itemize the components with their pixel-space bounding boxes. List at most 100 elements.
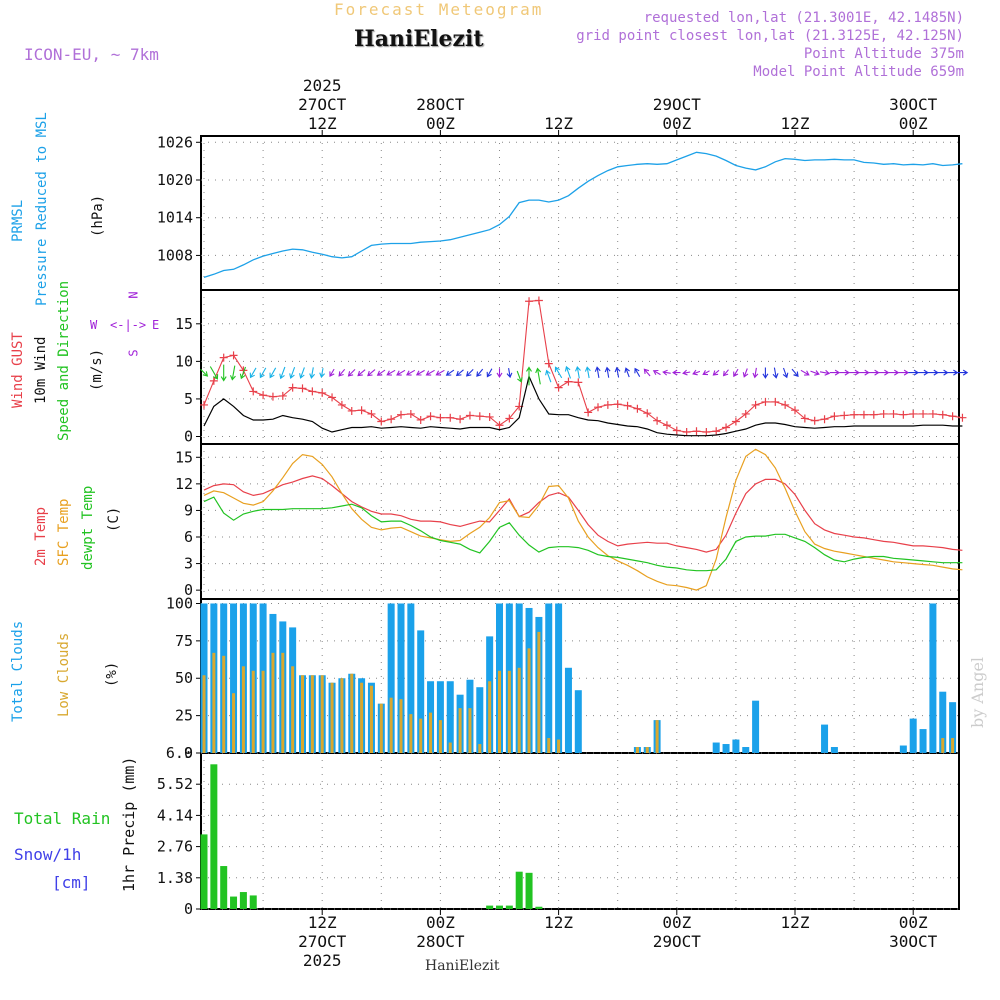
- low-clouds-bar: [951, 738, 955, 753]
- wind-gust-line: [203, 299, 963, 433]
- low-clouds-bar: [941, 738, 945, 753]
- low-clouds-bar: [251, 670, 255, 753]
- wind-arrow: [486, 368, 493, 378]
- dewpt-line: [203, 496, 963, 572]
- wind-arrow: [279, 366, 286, 380]
- wind-arrow: [347, 369, 356, 377]
- wind-gust-marker: [268, 392, 277, 401]
- low-clouds-bar: [232, 693, 236, 753]
- wind-gust-marker: [603, 400, 612, 409]
- wind-arrow: [220, 364, 227, 382]
- wind-gust-marker: [278, 391, 287, 400]
- low-clouds-bar: [202, 675, 206, 753]
- time-tick-top: 30OCT 00Z: [889, 95, 938, 133]
- wind-gust-marker: [859, 410, 868, 419]
- wind-gust-marker: [731, 417, 740, 426]
- wind-gust-marker: [397, 410, 405, 419]
- wind-arrow: [682, 369, 691, 376]
- wind-gust-marker: [416, 415, 425, 424]
- footer-location: HaniElezit: [425, 958, 500, 974]
- wind-arrow: [376, 369, 386, 376]
- low-clouds-bar: [438, 720, 442, 753]
- time-tick-bottom: 12Z 27OCT 2025: [298, 913, 347, 970]
- total-clouds-bar: [230, 603, 238, 753]
- wind-gust-marker: [899, 410, 908, 419]
- compass-west: W: [90, 318, 98, 332]
- wind-gust-marker: [406, 409, 415, 418]
- y-tick-label: 1020: [157, 171, 193, 189]
- low-clouds-bar: [281, 652, 285, 753]
- wind-10m-line: [203, 374, 963, 437]
- wind-arrow: [908, 369, 920, 376]
- y-tick-label: 15: [175, 448, 193, 466]
- wind-gust-marker: [347, 406, 356, 415]
- precip-bar: [515, 871, 523, 909]
- wind-gust-marker: [879, 409, 888, 418]
- wind-arrow: [918, 369, 929, 376]
- wind-arrow: [415, 369, 425, 376]
- total-clouds-bar: [939, 691, 947, 753]
- wind-gust-marker: [574, 378, 583, 387]
- low-clouds-bar: [399, 699, 403, 753]
- wind-arrow: [733, 368, 739, 378]
- y-tick-label: 15: [175, 315, 193, 333]
- wind-arrow: [239, 366, 247, 380]
- precip-bar: [505, 905, 513, 909]
- wind-arrow: [465, 369, 474, 377]
- wind-arrow: [584, 366, 591, 379]
- low-clouds-bar: [537, 631, 541, 753]
- wind-gust-marker: [800, 414, 809, 423]
- wind-arrow: [614, 366, 621, 378]
- low-clouds-bar: [389, 697, 393, 753]
- time-tick-top: 28OCT 00Z: [416, 95, 465, 133]
- wind-arrow: [662, 369, 671, 376]
- total-rain-label: Total Rain: [14, 809, 111, 828]
- wind-arrow: [249, 367, 257, 379]
- wind-arrow: [712, 369, 720, 376]
- wind-gust-marker: [781, 400, 790, 409]
- wind-arrow: [869, 369, 880, 376]
- wind-gust-marker: [367, 409, 376, 418]
- wind-gust-marker: [426, 412, 435, 421]
- wind-arrow: [692, 369, 701, 376]
- wind-arrow: [386, 369, 396, 376]
- low-clouds-bar: [330, 682, 334, 753]
- wind-arrow: [259, 367, 267, 379]
- wind-gust-marker: [288, 383, 297, 392]
- wind-arrow: [564, 365, 572, 379]
- wind-arrow: [526, 366, 532, 386]
- low-clouds-bar: [429, 712, 433, 753]
- model-name: ICON-EU, ~ 7km: [24, 45, 159, 64]
- wind-gust-marker: [919, 409, 928, 418]
- wind-arrow: [772, 367, 779, 379]
- compass-legend: W <-|-> E N S: [90, 288, 170, 363]
- wind-arrow: [445, 369, 455, 376]
- total-clouds-bar: [564, 667, 572, 753]
- y-tick-label: 10: [175, 352, 193, 370]
- wind-arrow: [396, 369, 406, 376]
- wind-gust-marker: [259, 391, 268, 400]
- time-tick-bottom: 12Z: [544, 913, 574, 932]
- wind-arrow: [435, 369, 445, 376]
- wind-arrow: [702, 370, 710, 376]
- wind-gust-marker: [318, 388, 327, 397]
- wind-arrow: [506, 368, 513, 379]
- wind-arrow: [269, 367, 277, 379]
- low-clouds-bar: [517, 667, 521, 753]
- precip-bar: [525, 872, 533, 909]
- wind-gust-marker: [387, 415, 396, 424]
- wind-arrow: [898, 369, 910, 376]
- wind-arrow: [722, 369, 729, 377]
- y-tick-label: 4.14: [157, 806, 193, 824]
- low-clouds-bar: [557, 739, 561, 753]
- y-tick-label: 75: [175, 632, 193, 650]
- model-altitude: Model Point Altitude 659m: [753, 64, 964, 80]
- time-tick-bottom: 00Z 30OCT: [889, 913, 938, 951]
- y-tick-label: 100: [166, 594, 193, 612]
- wind-arrow: [229, 365, 236, 381]
- total-clouds-bar: [821, 724, 829, 753]
- wind-gust-marker: [554, 383, 563, 392]
- low-clouds-bar: [261, 670, 265, 753]
- panel-frame-1: [200, 135, 960, 291]
